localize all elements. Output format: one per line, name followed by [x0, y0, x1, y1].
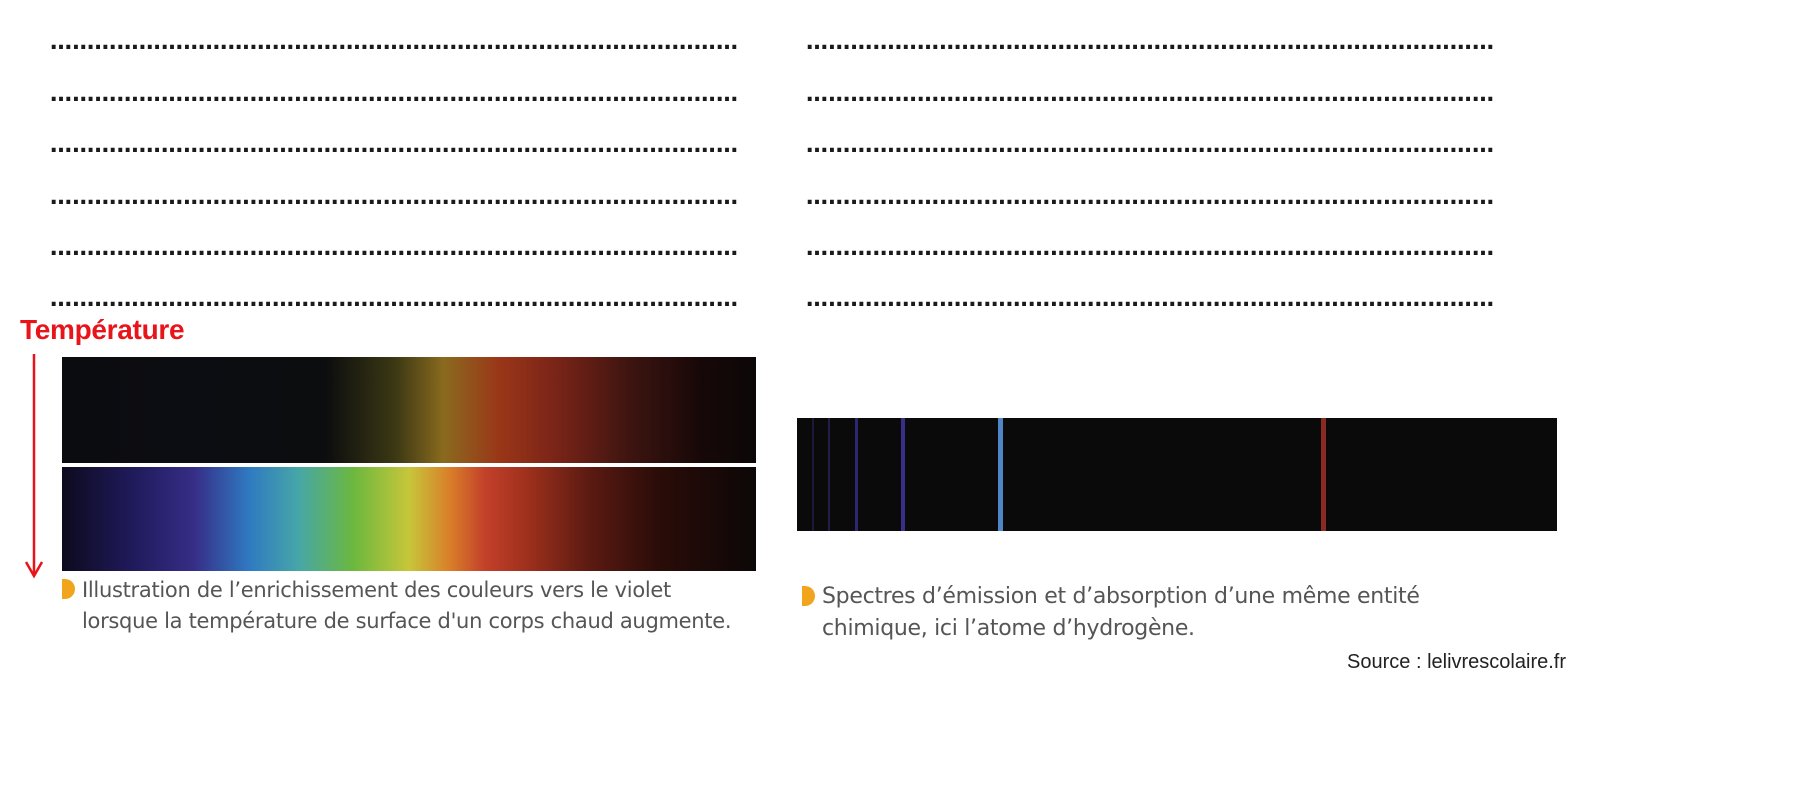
thermal-spectrum-high-temperature	[62, 467, 756, 571]
answer-line: ……………………………………………………………………………………………………………	[50, 191, 740, 205]
answer-line: ……………………………………………………………………………………………………………	[806, 36, 1494, 50]
answer-line: ……………………………………………………………………………………………………………	[806, 191, 1494, 205]
answer-line: ……………………………………………………………………………………………………………	[806, 242, 1494, 256]
emission-line	[901, 418, 905, 531]
caption-line: lorsque la température de surface d'un c…	[82, 609, 732, 633]
answer-line: ……………………………………………………………………………………………………………	[50, 88, 740, 102]
thermal-spectrum-low-temperature	[62, 357, 756, 463]
answer-line: ……………………………………………………………………………………………………………	[50, 139, 740, 153]
caption-bullet-icon	[802, 586, 815, 606]
hydrogen-emission-spectrum	[797, 418, 1557, 531]
caption-line: Illustration de l’enrichissement des cou…	[82, 578, 671, 602]
temperature-arrow-icon	[24, 354, 44, 579]
temperature-label: Température	[20, 314, 185, 345]
emission-line	[1321, 418, 1326, 531]
emission-line	[828, 418, 830, 531]
answer-line: ……………………………………………………………………………………………………………	[50, 242, 740, 256]
answer-line: ……………………………………………………………………………………………………………	[806, 293, 1494, 307]
answer-line: ……………………………………………………………………………………………………………	[806, 139, 1494, 153]
caption-line: Spectres d’émission et d’absorption d’un…	[822, 584, 1420, 609]
caption-line: chimique, ici l’atome d’hydrogène.	[822, 616, 1195, 641]
answer-line: ……………………………………………………………………………………………………………	[50, 293, 740, 307]
answer-line: ……………………………………………………………………………………………………………	[50, 36, 740, 50]
right-figure-caption: Spectres d’émission et d’absorption d’un…	[822, 581, 1562, 645]
caption-bullet-icon	[62, 579, 75, 599]
answer-line: ……………………………………………………………………………………………………………	[806, 88, 1494, 102]
left-figure-caption: Illustration de l’enrichissement des cou…	[82, 575, 782, 637]
emission-line	[855, 418, 858, 531]
emission-line	[998, 418, 1003, 531]
source-credit: Source : lelivrescolaire.fr	[1347, 651, 1566, 673]
emission-line	[812, 418, 814, 531]
